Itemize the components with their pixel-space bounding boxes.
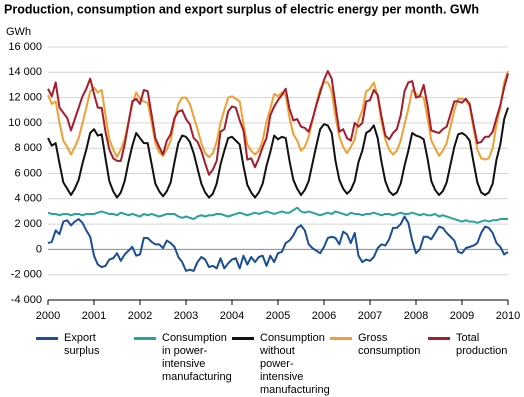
x-tick-label: 2003 xyxy=(174,310,198,322)
series-line xyxy=(47,70,509,176)
legend-item: Export surplus xyxy=(36,332,134,397)
y-tick-label: 8 000 xyxy=(14,142,42,154)
legend: Export surplus Consumption in power-inten… xyxy=(36,332,524,397)
series-line xyxy=(47,215,509,272)
y-tick-label: 4 000 xyxy=(14,193,42,205)
x-tick-label: 2001 xyxy=(82,310,106,322)
x-tick-label: 2006 xyxy=(312,310,336,322)
legend-swatch xyxy=(330,337,352,340)
y-axis-label: GWh xyxy=(6,26,31,38)
x-tick-label: 2009 xyxy=(450,310,474,322)
x-tick-label: 2005 xyxy=(266,310,290,322)
legend-item: Consumption without power-intensive manu… xyxy=(232,332,330,397)
legend-label: Consumption without power-intensive manu… xyxy=(260,332,330,396)
x-tick-label: 2004 xyxy=(220,310,244,322)
legend-label: Export surplus xyxy=(64,332,100,357)
y-tick-label: 2 000 xyxy=(14,218,42,230)
y-tick-label: 10 000 xyxy=(8,117,42,129)
y-tick-label: 6 000 xyxy=(14,167,42,179)
legend-item: Gross consumption xyxy=(330,332,428,397)
series-line xyxy=(47,107,509,199)
y-tick-label: 0 xyxy=(36,243,42,255)
series-line xyxy=(47,206,508,224)
legend-swatch xyxy=(428,337,450,340)
legend-item: Consumption in power-intensive manufactu… xyxy=(134,332,232,397)
legend-swatch xyxy=(232,337,254,340)
chart-title: Production, consumption and export surpl… xyxy=(4,2,479,16)
chart: Production, consumption and export surpl… xyxy=(4,2,520,322)
y-tick-label: -4 000 xyxy=(11,294,42,306)
x-tick-label: 2000 xyxy=(36,310,60,322)
legend-label: Total production xyxy=(456,332,508,357)
x-tick-label: 2008 xyxy=(404,310,428,322)
series-line xyxy=(47,70,509,161)
y-tick-label: 16 000 xyxy=(8,41,42,53)
y-tick-label: 12 000 xyxy=(8,92,42,104)
legend-item: Total production xyxy=(428,332,524,397)
x-tick-label: 2010 xyxy=(496,310,520,322)
x-tick-label: 2002 xyxy=(128,310,152,322)
legend-swatch xyxy=(134,337,156,340)
y-tick-label: 14 000 xyxy=(8,66,42,78)
x-tick-label: 2007 xyxy=(358,310,382,322)
legend-label: Consumption in power-intensive manufactu… xyxy=(162,332,232,383)
y-tick-label: -2 000 xyxy=(11,269,42,281)
legend-swatch xyxy=(36,337,58,340)
legend-label: Gross consumption xyxy=(358,332,421,357)
